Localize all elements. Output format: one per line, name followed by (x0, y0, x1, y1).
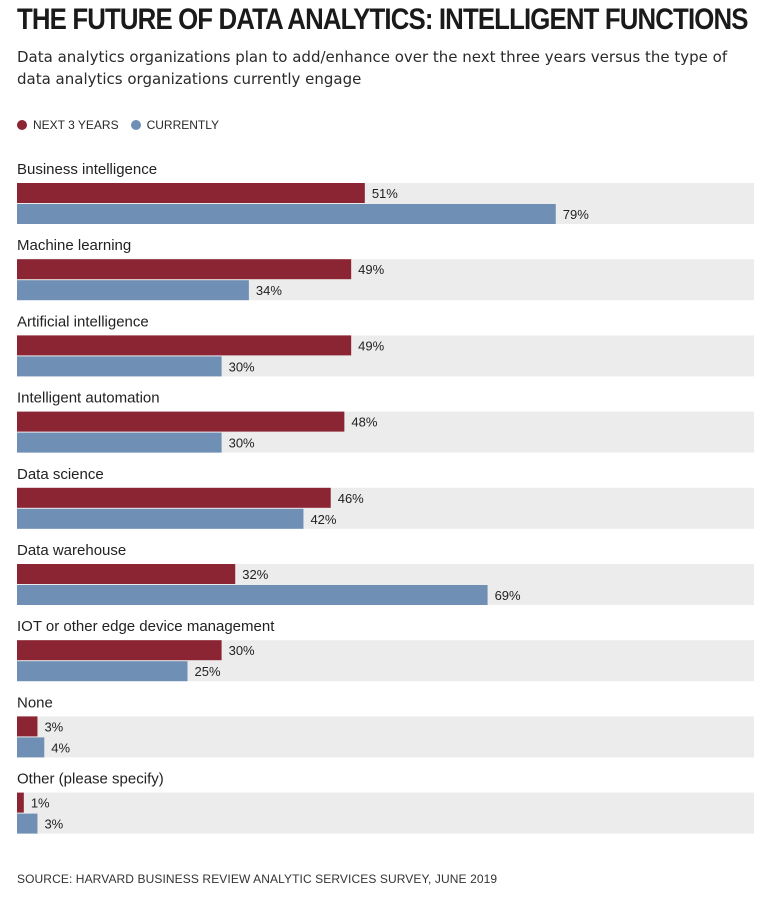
category-label: Artificial intelligence (17, 313, 149, 330)
bar-group-none: None 3% 4% (17, 694, 754, 758)
legend: NEXT 3 YEARS CURRENTLY (17, 118, 231, 132)
value-label: 79% (563, 207, 589, 222)
value-label: 3% (44, 719, 63, 734)
value-label: 42% (310, 512, 336, 527)
value-label: 30% (229, 643, 255, 658)
bar-currently-other-please-specify (17, 813, 38, 834)
bar-next-3-years-intelligent-automation (17, 411, 345, 432)
bar-currently-business-intelligence (17, 204, 556, 224)
chart-title: THE FUTURE OF DATA ANALYTICS: INTELLIGEN… (17, 3, 748, 36)
bar-next-3-years-none (17, 716, 38, 737)
category-label: Intelligent automation (17, 390, 160, 407)
value-label: 1% (31, 796, 50, 811)
value-label: 30% (229, 359, 255, 374)
value-label: 69% (495, 588, 521, 603)
bar-currently-intelligent-automation (17, 432, 222, 453)
legend-label-currently: CURRENTLY (146, 118, 220, 132)
bar-next-3-years-data-warehouse (17, 564, 236, 584)
bar-group-intelligent-automation: Intelligent automation 48% 30% (17, 390, 754, 453)
value-label: 51% (372, 186, 398, 201)
legend-label-next-3-years: NEXT 3 YEARS (33, 118, 119, 132)
bar-currently-iot-or-other-edge-device-management (17, 661, 188, 682)
bar-track (17, 792, 754, 834)
bar-currently-data-warehouse (17, 585, 488, 605)
value-label: 3% (44, 817, 63, 832)
bar-currently-none (17, 737, 45, 758)
legend-item-next-3-years: NEXT 3 YEARS (17, 118, 119, 132)
value-label: 30% (229, 436, 255, 451)
source-note: SOURCE: HARVARD BUSINESS REVIEW ANALYTIC… (17, 872, 498, 886)
bar-group-iot-or-other-edge-device-management: IOT or other edge device management 30% 25… (17, 618, 754, 682)
category-label: None (17, 694, 53, 711)
value-label: 49% (358, 262, 384, 277)
category-label: Business intelligence (17, 161, 157, 178)
value-label: 48% (351, 415, 377, 430)
bar-group-data-warehouse: Data warehouse 32% 69% (17, 542, 754, 605)
legend-swatch-currently (130, 120, 141, 130)
category-label: Data warehouse (17, 542, 126, 559)
bar-next-3-years-machine-learning (17, 259, 352, 280)
category-label: Other (please specify) (17, 771, 164, 788)
value-label: 25% (195, 664, 221, 679)
bar-next-3-years-artificial-intelligence (17, 335, 352, 356)
category-label: Data science (17, 466, 104, 483)
bar-currently-machine-learning (17, 280, 249, 301)
bar-currently-artificial-intelligence (17, 356, 222, 377)
bar-next-3-years-other-please-specify (17, 792, 24, 813)
value-label: 46% (338, 491, 364, 506)
category-label: Machine learning (17, 237, 131, 254)
bar-next-3-years-iot-or-other-edge-device-management (17, 640, 222, 661)
category-label: IOT or other edge device management (17, 618, 275, 635)
bar-next-3-years-business-intelligence (17, 183, 365, 203)
bar-group-artificial-intelligence: Artificial intelligence 49% 30% (17, 313, 754, 377)
bar-group-business-intelligence: Business intelligence 51% 79% (17, 161, 754, 224)
bar-group-other-please-specify: Other (please specify) 1% 3% (17, 771, 754, 834)
bar-group-machine-learning: Machine learning 49% 34% (17, 237, 754, 301)
bar-next-3-years-data-science (17, 487, 331, 508)
value-label: 34% (256, 283, 282, 298)
value-label: 32% (242, 567, 268, 582)
legend-swatch-next-3-years (17, 120, 27, 130)
value-label: 4% (51, 740, 70, 755)
bar-group-data-science: Data science 46%42% (17, 466, 754, 529)
bar-currently-data-science (17, 508, 304, 529)
bar-track (17, 716, 754, 758)
chart-subtitle: Data analytics organizations plan to add… (17, 48, 728, 88)
bar-chart: Business intelligence 51% 79% Machine learn… (17, 161, 754, 834)
legend-item-currently: CURRENTLY (130, 118, 220, 132)
value-label: 49% (358, 338, 384, 353)
